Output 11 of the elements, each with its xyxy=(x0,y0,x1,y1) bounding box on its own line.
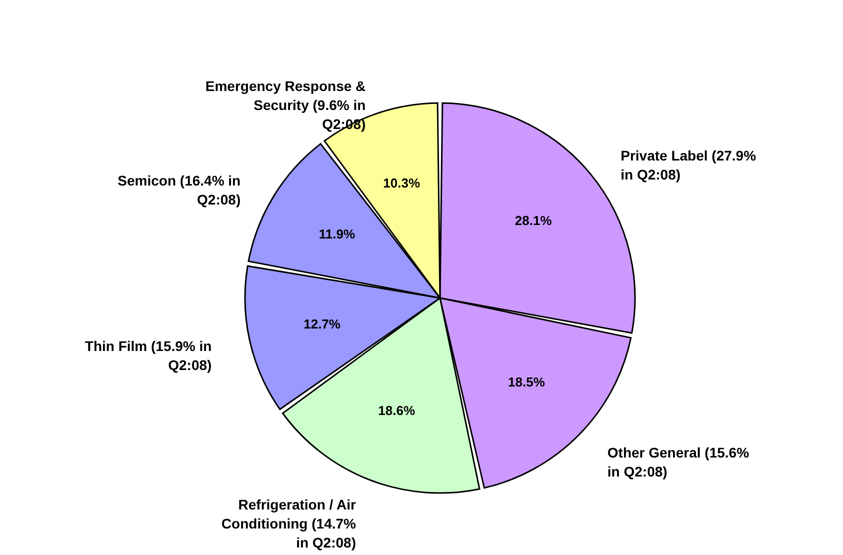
data-label: 18.6% xyxy=(378,402,416,418)
slice-label: Refrigeration / Air Conditioning (14.7% in Q2:08) xyxy=(221,496,357,550)
data-label: 10.3% xyxy=(383,175,420,190)
slice-label: Other General (15.6% in Q2:08) xyxy=(607,444,750,480)
slice-label: Semicon (16.4% in Q2:08) xyxy=(118,172,241,208)
slice-label: Thin Film (15.9% in Q2:08) xyxy=(84,338,212,373)
data-label: 18.5% xyxy=(508,374,546,390)
slice-label: Private Label (27.9% in Q2:08) xyxy=(620,148,757,183)
data-label: 11.9% xyxy=(318,226,356,242)
data-label: 28.1% xyxy=(514,213,552,228)
data-label: 12.7% xyxy=(304,316,341,332)
